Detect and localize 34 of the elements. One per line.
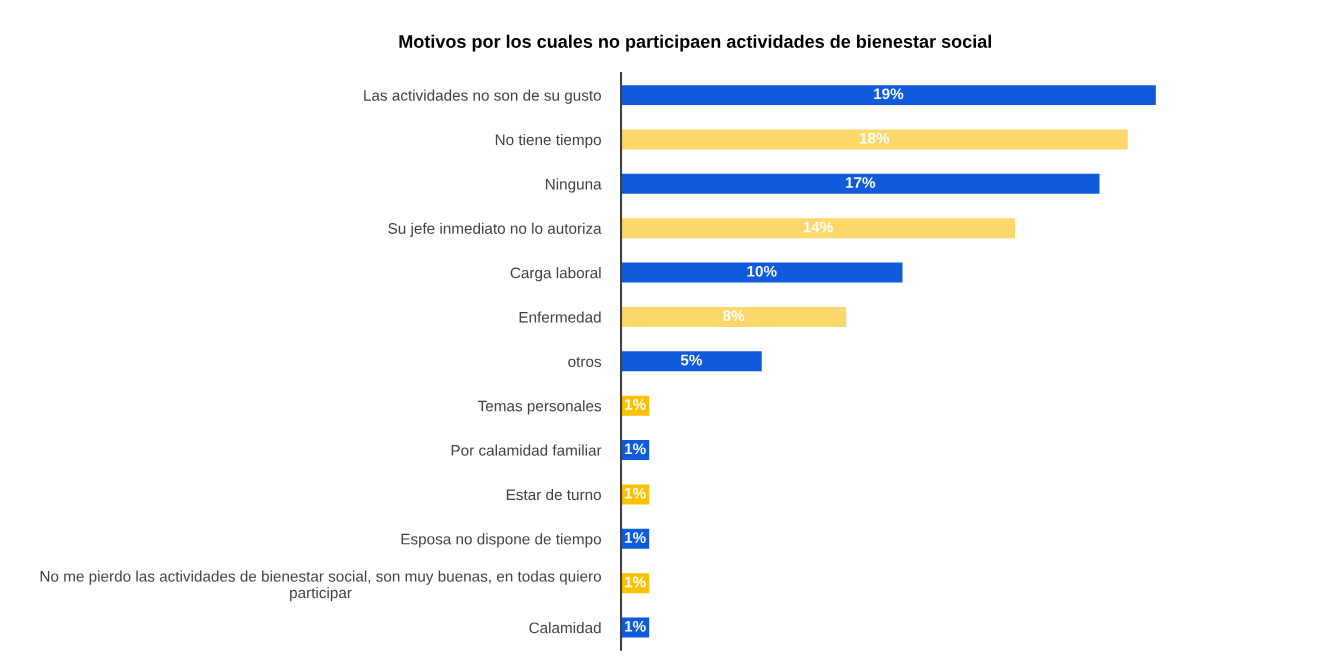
data-label: 1% [625,399,646,410]
y-tick-label: Temas personales [477,400,602,415]
bar [621,173,1100,194]
data-label: 8% [723,310,745,322]
data-label: 18% [860,132,890,144]
bar [621,306,847,327]
chart-title: Motivos por los cuales no participaen actividades de bienestar social [399,34,991,52]
bar [621,129,1128,150]
y-tick-label: Las actividades no son de su gusto [364,89,601,104]
data-label: 1% [625,532,646,543]
data-label: 5% [680,354,703,366]
y-tick-label: No tiene tiempo [495,133,601,149]
bar [621,218,1016,239]
data-label: 17% [845,177,876,188]
data-label: 19% [874,88,904,100]
data-label: 10% [747,265,777,277]
bar [621,351,762,372]
bar [621,85,1156,106]
data-label: 1% [625,487,646,499]
y-tick-label: Esposa no dispone de tiempo [401,533,601,548]
data-label: 1% [625,443,646,455]
data-label: 1% [625,620,646,632]
data-label: 14% [803,221,833,233]
y-tick-label: Calamidad [529,622,601,634]
y-tick-label: Por calamidad familiar [451,444,602,456]
y-tick-label: otros [568,356,602,368]
y-tick-label: Su jefe inmediato no lo autoriza [388,222,602,237]
y-tick-label: Enfermedad [519,311,601,323]
y-tick-label: Carga laboral [510,267,601,282]
y-tick-label: No me pierdo las actividades de bienestar social, son muy buenas, en todas quiero participar [40,570,601,602]
y-tick-label: Estar de turno [506,488,601,501]
y-tick-label: Ninguna [545,178,602,193]
data-label: 1% [625,576,646,588]
bar [621,262,903,283]
